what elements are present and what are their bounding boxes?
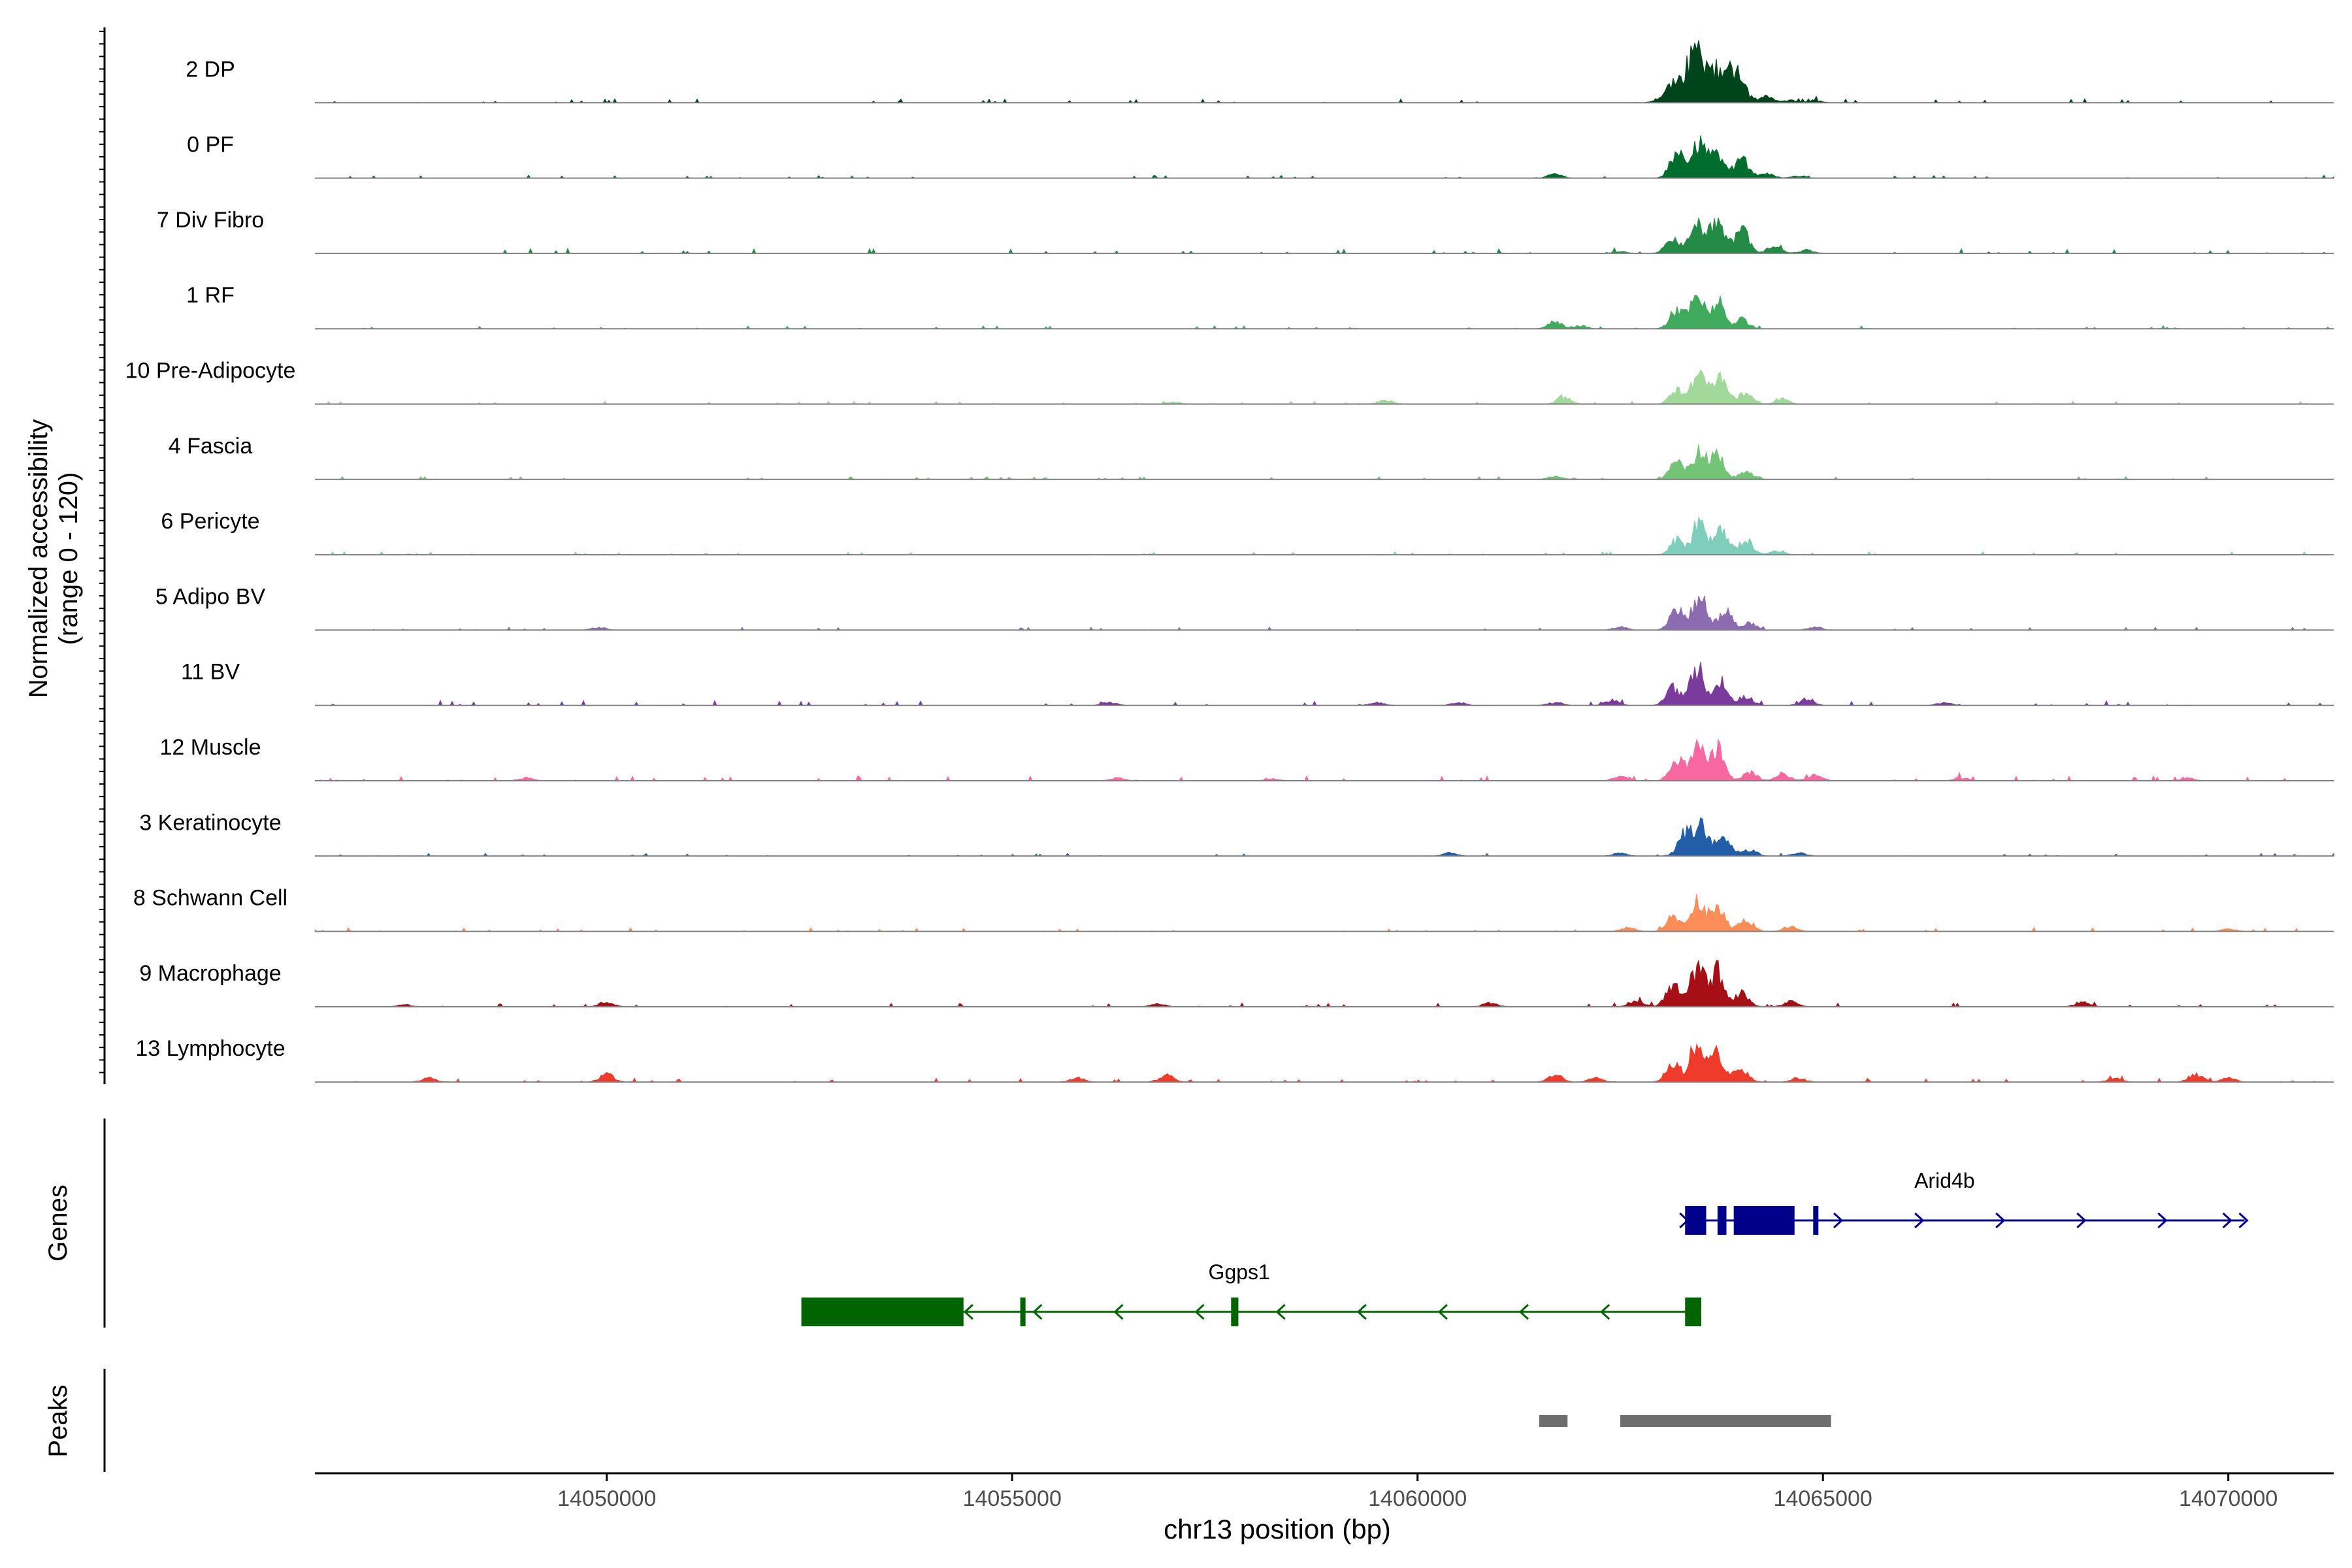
gene-annotations: Arid4b Ggps1 bbox=[801, 1169, 2249, 1326]
track-label: 4 Fascia bbox=[169, 434, 253, 459]
gene-exon bbox=[1231, 1298, 1239, 1326]
genes-track-label: Genes bbox=[44, 1184, 73, 1262]
coverage-track: 8 Schwann Cell bbox=[133, 886, 2334, 932]
x-axis: 14050000 14055000 14060000 14065000 14070000 bbox=[315, 1472, 2334, 1511]
track-label: 12 Muscle bbox=[160, 735, 261, 760]
y-axis-label-line1: Normalized accessibility bbox=[24, 419, 53, 698]
x-tick-label: 14065000 bbox=[1774, 1486, 1872, 1511]
coverage-area bbox=[315, 1043, 2334, 1083]
strand-arrow bbox=[2238, 1212, 2249, 1229]
strand-arrow bbox=[1356, 1303, 1367, 1320]
gene-exon bbox=[1685, 1298, 1702, 1326]
strand-arrow bbox=[1113, 1303, 1124, 1320]
coverage-area bbox=[315, 218, 2334, 255]
peak-bar bbox=[1620, 1415, 1831, 1427]
gene-exon bbox=[801, 1298, 964, 1326]
track-label: 7 Div Fibro bbox=[157, 208, 264, 233]
coverage-track: 12 Muscle bbox=[160, 735, 2334, 782]
coverage-track: 0 PF bbox=[187, 133, 2334, 179]
track-label: 1 RF bbox=[186, 283, 235, 308]
coverage-area bbox=[315, 295, 2334, 329]
coverage-track: 5 Adipo BV bbox=[155, 584, 2334, 631]
strand-arrow bbox=[963, 1303, 973, 1320]
coverage-area bbox=[315, 516, 2334, 555]
track-label: 5 Adipo BV bbox=[155, 584, 266, 609]
track-label: 0 PF bbox=[187, 133, 234, 157]
peak-bar bbox=[1539, 1415, 1568, 1427]
gene-exon bbox=[1733, 1206, 1795, 1235]
coverage-track: 6 Pericyte bbox=[161, 509, 2334, 556]
coverage-area bbox=[315, 662, 2334, 706]
strand-arrow bbox=[1599, 1303, 1610, 1320]
track-label: 10 Pre-Adipocyte bbox=[125, 359, 296, 384]
track-label: 11 BV bbox=[181, 660, 240, 685]
gene-exon bbox=[1020, 1298, 1026, 1326]
strand-arrow bbox=[1914, 1212, 1925, 1229]
track-label: 6 Pericyte bbox=[161, 509, 259, 534]
track-label: 3 Keratinocyte bbox=[139, 810, 281, 835]
coverage-area bbox=[315, 595, 2334, 630]
coverage-track: 13 Lymphocyte bbox=[135, 1036, 2334, 1083]
strand-arrow bbox=[1679, 1212, 1690, 1229]
coverage-area bbox=[315, 444, 2334, 480]
coverage-track: 9 Macrophage bbox=[139, 959, 2334, 1007]
strand-arrow bbox=[2157, 1212, 2168, 1229]
coverage-area bbox=[315, 959, 2334, 1007]
strand-arrow bbox=[1518, 1303, 1529, 1320]
x-tick-label: 14050000 bbox=[557, 1486, 656, 1511]
x-tick-label: 14070000 bbox=[2179, 1486, 2278, 1511]
strand-arrow bbox=[2222, 1212, 2232, 1229]
gene-arid4b: Arid4b bbox=[1679, 1169, 2249, 1235]
gene-ggps1: Ggps1 bbox=[801, 1260, 1702, 1326]
strand-arrow bbox=[1437, 1303, 1448, 1320]
coverage-track: 1 RF bbox=[186, 283, 2334, 330]
gene-label: Arid4b bbox=[1914, 1169, 1975, 1192]
coverage-y-axis bbox=[99, 27, 106, 1085]
coverage-area bbox=[315, 40, 2334, 104]
coverage-tracks: 2 DP 0 PF 7 Div Fibro 1 RF 10 Pre-Adipocyte 4… bbox=[125, 40, 2334, 1083]
strand-arrow bbox=[1275, 1303, 1286, 1320]
strand-arrow bbox=[1995, 1212, 2006, 1229]
coverage-track: 7 Div Fibro bbox=[157, 208, 2334, 255]
strand-arrow bbox=[1833, 1212, 1844, 1229]
strand-arrow bbox=[1194, 1303, 1205, 1320]
y-axis-label-line2: (range 0 - 120) bbox=[54, 472, 83, 645]
coverage-track: 3 Keratinocyte bbox=[139, 810, 2334, 857]
coverage-area bbox=[315, 817, 2334, 857]
coverage-area bbox=[314, 894, 2334, 932]
x-tick-label: 14055000 bbox=[963, 1486, 1062, 1511]
x-tick-label: 14060000 bbox=[1368, 1486, 1467, 1511]
track-label: 9 Macrophage bbox=[139, 961, 281, 986]
coverage-track: 11 BV bbox=[181, 660, 2334, 706]
coverage-track: 10 Pre-Adipocyte bbox=[125, 359, 2334, 405]
peaks-track-label: Peaks bbox=[44, 1384, 73, 1457]
gene-exon bbox=[1717, 1206, 1727, 1235]
coverage-area bbox=[315, 738, 2334, 782]
coverage-area bbox=[315, 135, 2334, 179]
track-label: 13 Lymphocyte bbox=[135, 1036, 285, 1061]
strand-arrow bbox=[2076, 1212, 2087, 1229]
gene-exon bbox=[1813, 1206, 1819, 1235]
coverage-track: 2 DP bbox=[186, 40, 2334, 104]
coverage-track: 4 Fascia bbox=[169, 434, 2334, 480]
track-label: 2 DP bbox=[186, 57, 235, 82]
x-axis-label: chr13 position (bp) bbox=[1164, 1514, 1391, 1544]
strand-arrow bbox=[1032, 1303, 1043, 1320]
track-label: 8 Schwann Cell bbox=[133, 886, 287, 911]
gene-label: Ggps1 bbox=[1209, 1260, 1270, 1284]
coverage-area bbox=[314, 369, 2334, 405]
peak-regions bbox=[1539, 1415, 1831, 1427]
